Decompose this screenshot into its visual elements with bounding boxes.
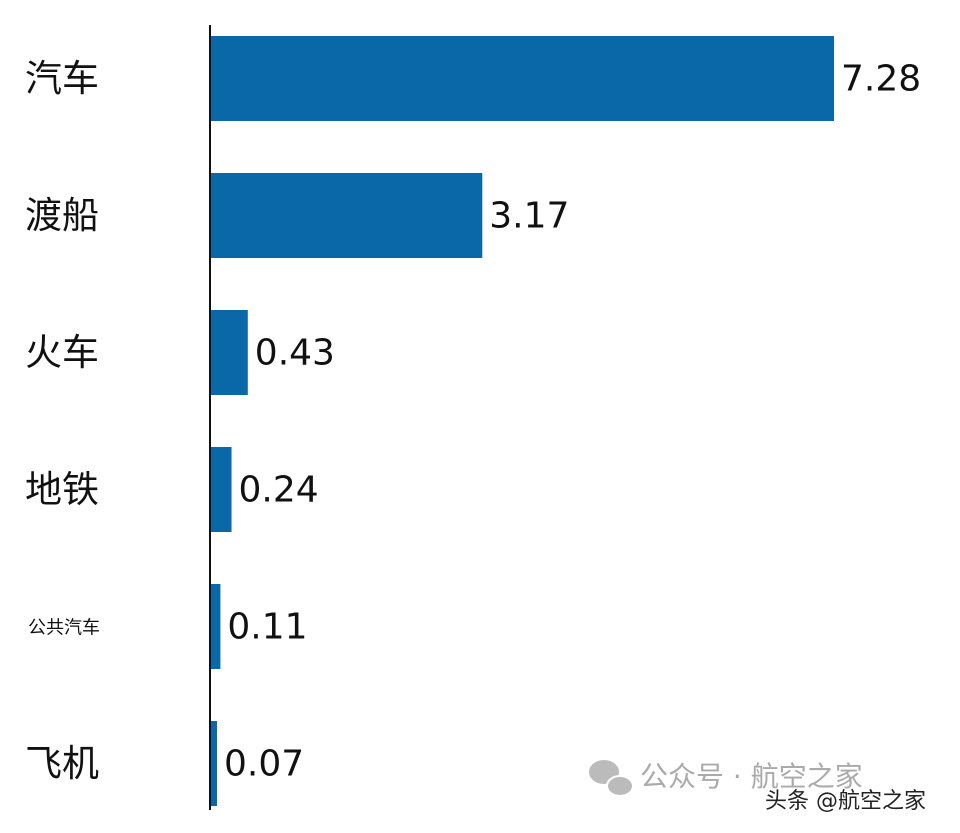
category-label: 火车 <box>25 331 99 374</box>
category-label: 汽车 <box>25 57 99 100</box>
value-label: 0.11 <box>227 607 307 648</box>
bar <box>211 584 221 669</box>
value-label: 0.43 <box>255 333 335 374</box>
value-label: 0.24 <box>239 470 319 511</box>
wechat-icon <box>589 760 634 797</box>
wechat-watermark: 公众号 · 航空之家 <box>640 760 863 793</box>
value-label: 7.28 <box>841 59 921 100</box>
value-label: 3.17 <box>489 196 569 237</box>
category-label: 渡船 <box>25 194 99 237</box>
category-label: 飞机 <box>25 742 99 785</box>
bar <box>211 173 483 258</box>
category-label: 地铁 <box>25 468 99 511</box>
bar <box>211 447 232 532</box>
category-label: 公共汽车 <box>28 618 100 639</box>
bar <box>211 310 248 395</box>
toutiao-watermark: 头条 @航空之家 <box>765 789 926 814</box>
bar <box>211 36 834 121</box>
bar <box>211 721 217 806</box>
value-label: 0.07 <box>224 744 304 785</box>
